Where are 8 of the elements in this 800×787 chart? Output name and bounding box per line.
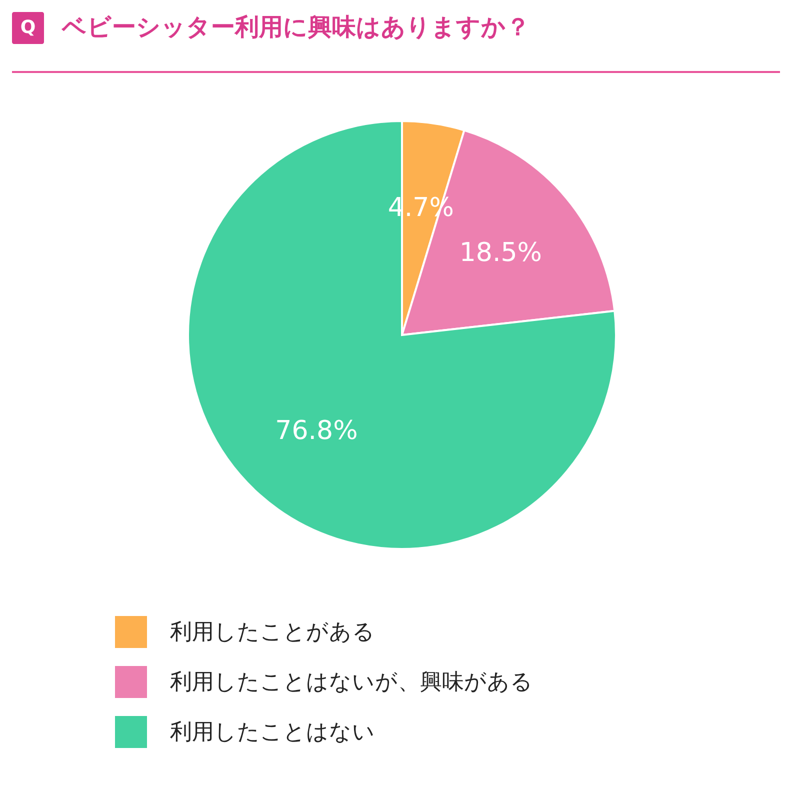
pie-slice — [187, 120, 617, 550]
legend-label: 利用したことはないが、興味がある — [170, 670, 533, 695]
legend-label: 利用したことはない — [170, 720, 375, 745]
legend-label: 利用したことがある — [170, 620, 375, 645]
data-label: 76.8% — [275, 416, 358, 446]
chart-title: ベビーシッター利用に興味はありますか？ — [61, 13, 530, 41]
text: Q — [20, 17, 36, 38]
data-label: 18.5% — [459, 238, 542, 268]
